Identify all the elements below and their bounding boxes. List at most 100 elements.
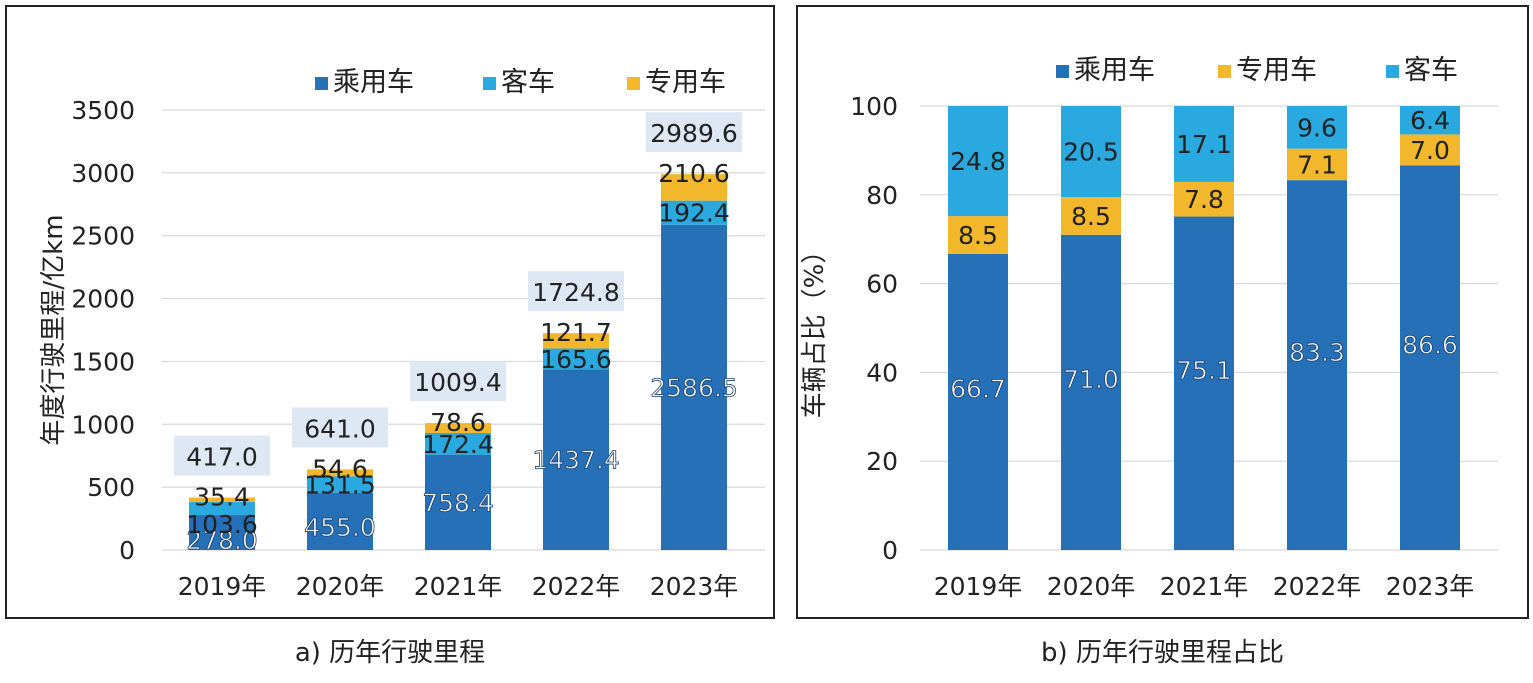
chart-b-data-label-bus: 9.6 <box>1297 113 1337 142</box>
chart-b-data-label-special: 7.1 <box>1297 150 1337 179</box>
chart-a-ytick-label: 1000 <box>71 410 135 439</box>
chart-b-data-label-bus: 24.8 <box>950 147 1006 176</box>
chart-a-bar-segment <box>425 454 491 550</box>
chart-a-data-label-passenger: 455.0 <box>304 513 376 542</box>
chart-a-bar-segment <box>425 432 491 455</box>
chart-a-total-label: 417.0 <box>186 443 258 472</box>
chart-b-legend-label: 专用车 <box>1236 55 1317 86</box>
chart-a-data-label-passenger: 1437.4 <box>532 446 619 475</box>
chart-b-bar-segment <box>1287 180 1347 550</box>
chart-b-panel: 0 20 40 60 80 100 车辆占比（%） 乘用车 专用车 客车 2019年 66.7 8.5 2… <box>796 5 1529 619</box>
chart-b-data-label-special: 7.8 <box>1184 185 1224 214</box>
chart-b-ytick-label: 60 <box>866 270 898 299</box>
chart-b-data-label-passenger: 75.1 <box>1176 356 1232 385</box>
chart-b-legend-label: 客车 <box>1404 55 1458 86</box>
chart-a-bar-segment <box>543 333 609 349</box>
chart-a-legend-swatch <box>315 77 328 90</box>
chart-a-bar-segment <box>189 502 255 516</box>
chart-a-data-label-bus: 165.6 <box>540 345 612 374</box>
chart-b-x-tick-label: 2023年 <box>1386 572 1475 601</box>
chart-a-ytick-label: 2000 <box>71 285 135 314</box>
chart-b-data-label-passenger: 71.0 <box>1063 365 1119 394</box>
chart-a-x-tick-label: 2019年 <box>178 572 267 601</box>
chart-a-bar-segment <box>543 348 609 370</box>
chart-b-bar-segment <box>1061 234 1121 550</box>
chart-b-bar-segment <box>1174 181 1234 217</box>
chart-b-bar-segment <box>1400 134 1460 166</box>
chart-b-data-label-passenger: 83.3 <box>1289 338 1345 367</box>
chart-b-data-label-special: 7.0 <box>1410 136 1450 165</box>
chart-a-bar-segment <box>661 174 727 201</box>
chart-a-legend-swatch <box>483 77 496 90</box>
chart-a-data-label-special: 121.7 <box>540 318 612 347</box>
chart-b-bar-segment <box>1061 197 1121 235</box>
chart-a-bar-segment <box>543 369 609 550</box>
chart-b-data-label-passenger: 86.6 <box>1402 330 1458 359</box>
chart-b-bar-segment <box>1287 106 1347 149</box>
chart-a-x-tick-label: 2023年 <box>650 572 739 601</box>
chart-a-bar-segment <box>189 497 255 503</box>
chart-b-data-label-bus: 20.5 <box>1063 138 1119 167</box>
chart-a-legend-label: 客车 <box>501 67 555 98</box>
chart-b-ytick-label: 0 <box>882 536 898 565</box>
chart-a-bar-segment <box>425 423 491 433</box>
chart-a-total-box <box>410 361 506 402</box>
chart-a-y-axis-label: 年度行驶里程/亿km <box>39 214 69 445</box>
chart-a-bar-segment <box>307 492 373 550</box>
chart-b-ytick-label: 80 <box>866 181 898 210</box>
chart-a-x-tick-label: 2020年 <box>296 572 385 601</box>
chart-a-x-tick-label: 2021年 <box>414 572 503 601</box>
chart-a-total-box <box>528 271 624 312</box>
chart-a-legend-label: 乘用车 <box>333 67 414 98</box>
chart-a-ytick-label: 3500 <box>71 96 135 125</box>
chart-b-bar-segment <box>948 253 1008 551</box>
chart-a-data-label-bus: 172.4 <box>422 430 494 459</box>
chart-a-total-label: 1009.4 <box>414 368 501 397</box>
chart-a-ytick-label: 3000 <box>71 159 135 188</box>
chart-b-bar-segment <box>1174 216 1234 550</box>
caption-b: b) 历年行驶里程占比 <box>1041 638 1284 668</box>
chart-a-total-label: 1724.8 <box>532 278 619 307</box>
chart-b-x-tick-label: 2019年 <box>934 572 1023 601</box>
chart-a-total-box <box>646 112 742 153</box>
chart-b-x-tick-label: 2020年 <box>1047 572 1136 601</box>
chart-b-legend-swatch <box>1056 65 1069 78</box>
chart-b-legend-swatch <box>1386 65 1399 78</box>
chart-a-total-box <box>174 435 270 476</box>
chart-b-legend-swatch <box>1218 65 1231 78</box>
chart-a-ytick-label: 0 <box>119 536 135 565</box>
chart-b-data-label-special: 8.5 <box>958 221 998 250</box>
chart-a-data-label-special: 78.6 <box>430 408 486 437</box>
chart-b-ytick-label: 100 <box>850 92 898 121</box>
chart-a-svg: 0 500 1000 1500 2000 2500 3000 3500 年度行驶里程/亿km 乘用… <box>39 67 765 601</box>
chart-b-ytick-label: 40 <box>866 358 898 387</box>
chart-b-y-axis-label: 车辆占比（%） <box>800 238 830 419</box>
chart-b-data-label-passenger: 66.7 <box>950 375 1006 404</box>
chart-a-bar-segment <box>307 469 373 477</box>
chart-b-x-tick-label: 2021年 <box>1160 572 1249 601</box>
chart-a-legend-swatch <box>627 77 640 90</box>
chart-b-data-label-bus: 17.1 <box>1176 130 1232 159</box>
chart-b-legend-label: 乘用车 <box>1074 55 1155 86</box>
chart-a-data-label-bus: 103.6 <box>186 510 258 539</box>
chart-a-data-label-passenger: 2586.5 <box>650 373 737 402</box>
chart-b-ytick-label: 20 <box>866 447 898 476</box>
chart-b-bar-segment <box>1287 148 1347 181</box>
chart-a-ytick-label: 500 <box>87 473 135 502</box>
chart-a-total-box <box>292 407 388 448</box>
chart-b-bar-segment <box>1400 106 1460 135</box>
chart-a-data-label-bus: 131.5 <box>304 471 376 500</box>
chart-a-bar-segment <box>189 515 255 550</box>
chart-b-x-tick-label: 2022年 <box>1273 572 1362 601</box>
chart-b-bar-segment <box>948 106 1008 217</box>
chart-a-bar-segment <box>661 224 727 550</box>
chart-a-bar-segment <box>661 200 727 225</box>
chart-a-data-label-passenger: 758.4 <box>422 488 494 517</box>
chart-a-x-tick-label: 2022年 <box>532 572 621 601</box>
chart-a-ytick-label: 1500 <box>71 347 135 376</box>
chart-a-data-label-special: 54.6 <box>312 454 368 483</box>
chart-a-legend-label: 专用车 <box>645 67 726 98</box>
caption-a: a) 历年行驶里程 <box>294 638 486 668</box>
chart-a-total-label: 2989.6 <box>650 119 737 148</box>
chart-b-data-label-bus: 6.4 <box>1410 106 1450 135</box>
